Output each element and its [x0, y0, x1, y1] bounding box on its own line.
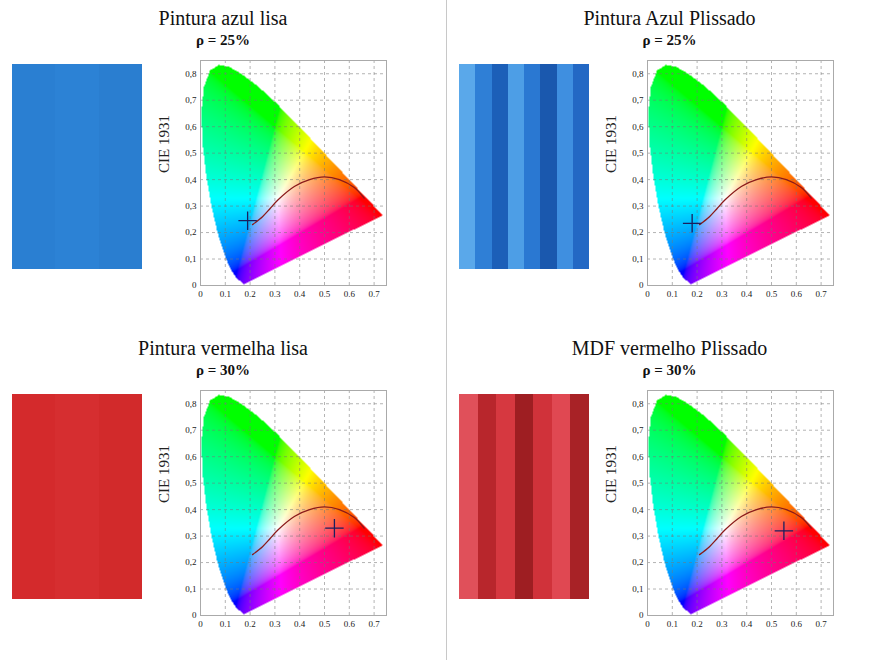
svg-text:0,8: 0,8 [185, 399, 197, 409]
svg-text:0.1: 0.1 [667, 289, 678, 299]
html-text:MDF vermelho Plissado: MDF vermelho Plissado [571, 337, 768, 359]
svg-text:0,4: 0,4 [185, 504, 197, 514]
svg-text:0,7: 0,7 [185, 425, 197, 435]
svg-text:0: 0 [639, 280, 644, 290]
svg-text:0.5: 0.5 [766, 619, 778, 629]
svg-text:0.4: 0.4 [294, 619, 306, 629]
svg-text:0.2: 0.2 [244, 619, 255, 629]
svg-text:0,3: 0,3 [185, 531, 197, 541]
svg-text:0: 0 [645, 289, 650, 299]
svg-text:0.7: 0.7 [368, 619, 380, 629]
html-text:Pintura vermelha lisa: Pintura vermelha lisa [138, 337, 308, 359]
svg-text:0.2: 0.2 [691, 289, 702, 299]
svg-text:0.7: 0.7 [815, 619, 827, 629]
svg-text:0,7: 0,7 [632, 425, 644, 435]
html-text:ρ = 25%: ρ = 25% [196, 32, 250, 48]
svg-text:0.6: 0.6 [344, 289, 356, 299]
svg-text:0.2: 0.2 [691, 619, 702, 629]
svg-text:0.6: 0.6 [791, 289, 803, 299]
svg-text:0,1: 0,1 [632, 254, 643, 264]
svg-text:0,5: 0,5 [185, 148, 197, 158]
svg-text:CIE 1931: CIE 1931 [156, 445, 172, 503]
svg-text:0.7: 0.7 [368, 289, 380, 299]
svg-text:0,7: 0,7 [632, 95, 644, 105]
svg-text:0,8: 0,8 [632, 399, 644, 409]
svg-text:0,4: 0,4 [185, 174, 197, 184]
svg-text:0,2: 0,2 [632, 227, 643, 237]
svg-text:0,5: 0,5 [632, 148, 644, 158]
svg-text:0,7: 0,7 [185, 95, 197, 105]
svg-text:0,8: 0,8 [185, 69, 197, 79]
svg-text:0,5: 0,5 [632, 478, 644, 488]
svg-text:0.1: 0.1 [220, 619, 231, 629]
html-text:ρ = 30%: ρ = 30% [642, 362, 697, 378]
svg-text:0.3: 0.3 [269, 289, 281, 299]
svg-text:CIE 1931: CIE 1931 [603, 115, 619, 173]
svg-text:0.1: 0.1 [667, 619, 678, 629]
svg-text:0: 0 [192, 280, 197, 290]
svg-text:0.5: 0.5 [766, 289, 778, 299]
svg-text:0.5: 0.5 [319, 289, 331, 299]
svg-text:0.4: 0.4 [741, 289, 753, 299]
svg-text:0.6: 0.6 [791, 619, 803, 629]
svg-text:0: 0 [192, 610, 197, 620]
html-text:ρ = 25%: ρ = 25% [642, 32, 697, 48]
html-text:Pintura Azul Plissado: Pintura Azul Plissado [583, 7, 756, 29]
svg-text:0,1: 0,1 [632, 584, 643, 594]
svg-text:0,3: 0,3 [185, 201, 197, 211]
svg-text:0.1: 0.1 [220, 289, 231, 299]
svg-text:0.2: 0.2 [244, 289, 255, 299]
svg-text:0,6: 0,6 [185, 452, 197, 462]
svg-text:0: 0 [645, 619, 650, 629]
svg-text:CIE 1931: CIE 1931 [156, 115, 172, 173]
svg-text:0: 0 [198, 619, 203, 629]
svg-text:0,6: 0,6 [632, 122, 644, 132]
svg-text:0.4: 0.4 [741, 619, 753, 629]
svg-text:0,6: 0,6 [185, 122, 197, 132]
svg-text:0.5: 0.5 [319, 619, 331, 629]
svg-text:0,2: 0,2 [632, 557, 643, 567]
svg-text:0.3: 0.3 [716, 619, 728, 629]
svg-text:0,3: 0,3 [632, 531, 644, 541]
svg-text:0,1: 0,1 [185, 584, 196, 594]
svg-text:0.3: 0.3 [716, 289, 728, 299]
svg-text:0.4: 0.4 [294, 289, 306, 299]
svg-text:CIE 1931: CIE 1931 [603, 445, 619, 503]
svg-text:0,5: 0,5 [185, 478, 197, 488]
svg-text:0,4: 0,4 [632, 174, 644, 184]
svg-text:0,8: 0,8 [632, 69, 644, 79]
svg-text:0,2: 0,2 [185, 557, 196, 567]
svg-text:0.6: 0.6 [344, 619, 356, 629]
svg-text:0: 0 [198, 289, 203, 299]
svg-text:0.3: 0.3 [269, 619, 281, 629]
svg-text:0: 0 [639, 610, 644, 620]
svg-text:0,6: 0,6 [632, 452, 644, 462]
svg-text:0.7: 0.7 [815, 289, 827, 299]
svg-text:0,4: 0,4 [632, 504, 644, 514]
svg-text:0,1: 0,1 [185, 254, 196, 264]
html-text:Pintura azul lisa: Pintura azul lisa [158, 7, 288, 29]
svg-text:0,3: 0,3 [632, 201, 644, 211]
html-text:ρ = 30%: ρ = 30% [196, 362, 250, 378]
svg-text:0,2: 0,2 [185, 227, 196, 237]
